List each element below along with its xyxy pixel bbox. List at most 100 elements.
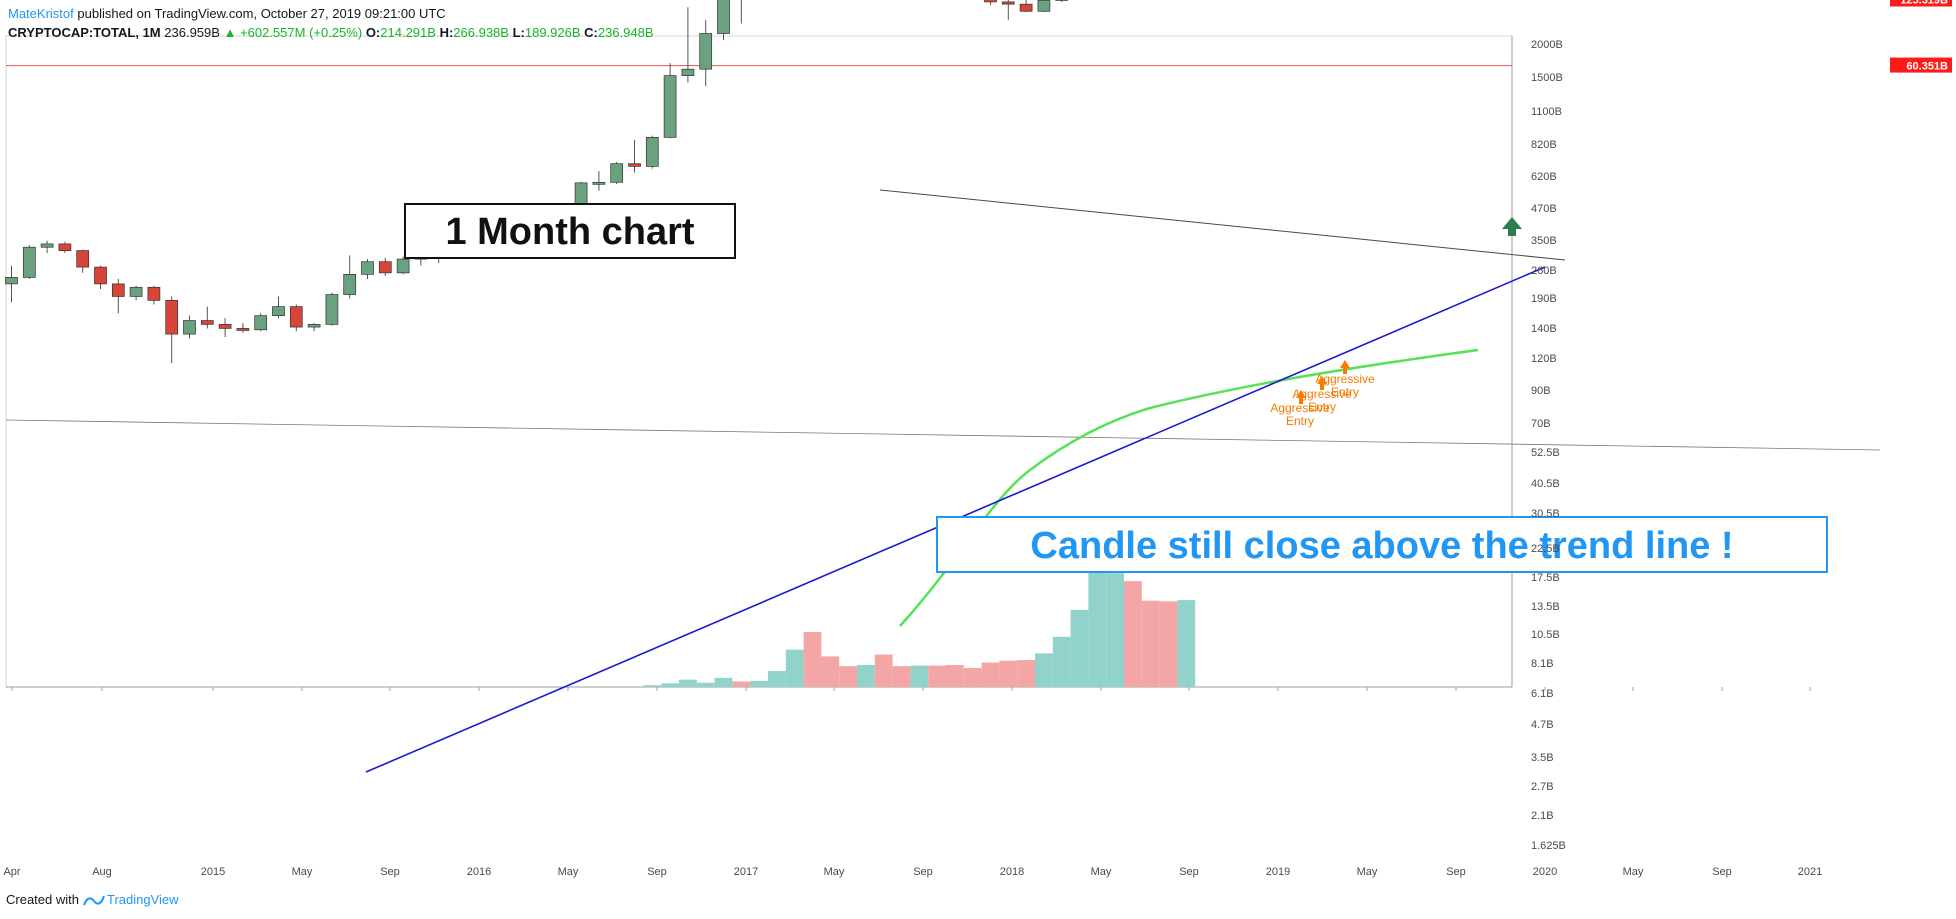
candle-body	[681, 68, 695, 76]
x-tick-label: May	[558, 866, 579, 878]
volume-bar	[679, 679, 697, 687]
volume-bar	[1159, 601, 1178, 687]
annotation-frame	[936, 516, 1828, 573]
entry-arrow-icon	[1340, 360, 1350, 374]
x-tick-label: 2015	[201, 866, 225, 878]
x-tick-label: May	[292, 866, 313, 878]
chart-title-box: 1 Month chart	[404, 203, 736, 259]
ohlc-line: CRYPTOCAP:TOTAL, 1M 236.959B ▲ +602.557M…	[8, 23, 654, 42]
high-label: H:	[439, 25, 454, 40]
y-tick-label: 470B	[1531, 203, 1557, 215]
x-tick-label: 2018	[1000, 866, 1024, 878]
volume-bar	[714, 677, 733, 687]
footer: Created with TradingView	[6, 892, 179, 907]
open-label: O:	[365, 25, 381, 40]
y-tick-label: 17.5B	[1531, 572, 1560, 584]
entry-note: Aggressive Entry	[1270, 401, 1330, 428]
breakout-arrow-icon	[1502, 217, 1522, 236]
entry-arrow-icon	[1317, 376, 1327, 390]
y-tick-label: 2.7B	[1531, 781, 1554, 793]
volume-bar	[857, 664, 875, 687]
price-label-bg	[1890, 0, 1952, 7]
x-tick-label: Sep	[913, 866, 933, 878]
x-tick-label: Sep	[647, 866, 667, 878]
volume-bar	[1035, 653, 1053, 687]
candle-body	[343, 274, 357, 295]
volume-bar	[1052, 636, 1071, 687]
plot-frame	[5, 35, 1513, 688]
price-label: 60.351B	[1890, 57, 1952, 73]
tradingview-link[interactable]: TradingView	[83, 892, 179, 907]
candle-body	[361, 261, 374, 275]
y-tick-label: 820B	[1531, 139, 1557, 151]
candle-body	[984, 0, 997, 3]
x-tick-label: May	[1091, 866, 1112, 878]
y-tick-label: 350B	[1531, 235, 1557, 247]
candle-body	[663, 75, 677, 138]
created-with-text: Created with	[6, 892, 79, 907]
y-tick-label: 140B	[1531, 323, 1557, 335]
chart-title-frame	[404, 203, 736, 259]
chart-title: 1 Month chart	[445, 211, 694, 253]
y-tick-label: 40.5B	[1531, 478, 1560, 490]
y-tick-label: 8.1B	[1531, 658, 1554, 670]
volume-bar	[1088, 562, 1107, 687]
candle-body	[396, 258, 410, 274]
volume-bar	[999, 660, 1018, 687]
annotation-text: Candle still close above the trend line …	[1030, 525, 1733, 567]
x-tick-label: Sep	[380, 866, 400, 878]
candle-body	[610, 163, 624, 183]
y-tick-label: 22.5B	[1531, 543, 1560, 555]
close-label: C:	[584, 25, 598, 40]
y-tick-label: 190B	[1531, 293, 1557, 305]
resistance-line	[879, 189, 1566, 261]
last-price: 236.959B	[164, 25, 220, 40]
candle-body	[58, 243, 72, 251]
candle-body	[645, 136, 659, 167]
volume-bar	[696, 682, 715, 687]
author-link[interactable]: MateKristof	[8, 6, 74, 21]
candle-body	[76, 250, 90, 268]
candle-body	[325, 294, 339, 325]
y-tick-label: 4.7B	[1531, 719, 1554, 731]
y-tick-label: 90B	[1531, 385, 1551, 397]
volume-bar	[768, 671, 786, 687]
x-tick-label: 2019	[1266, 866, 1290, 878]
candle-body	[1037, 0, 1051, 12]
volume-bar	[910, 665, 929, 687]
y-tick-label: 1.625B	[1531, 840, 1566, 852]
volume-bar	[821, 656, 840, 687]
long-term-line	[5, 419, 1881, 451]
price-label-text: 125.319B	[1900, 0, 1948, 6]
publish-line: MateKristof published on TradingView.com…	[8, 4, 654, 23]
y-tick-label: 1500B	[1531, 72, 1563, 84]
volume-bar	[661, 683, 679, 687]
volume-bar	[750, 680, 768, 687]
x-tick-label: Apr	[3, 866, 20, 878]
y-tick-label: 52.5B	[1531, 447, 1560, 459]
entry-note-line: Aggressive	[1315, 372, 1375, 386]
x-tick-label: Sep	[1179, 866, 1199, 878]
volume-bar	[963, 668, 982, 687]
entry-note-line: Entry	[1286, 414, 1314, 428]
x-tick-label: 2020	[1533, 866, 1557, 878]
symbol-label[interactable]: CRYPTOCAP:TOTAL, 1M	[8, 25, 161, 40]
x-tick-label: Sep	[1446, 866, 1466, 878]
entry-note-line: Aggressive	[1292, 387, 1352, 401]
candle-body	[183, 320, 196, 335]
x-tick-label: 2017	[734, 866, 758, 878]
high-value: 266.938B	[453, 25, 509, 40]
candle-body	[272, 306, 285, 317]
candle-body	[40, 243, 54, 248]
volume-bar	[1177, 600, 1196, 687]
candle-body	[147, 286, 161, 301]
candle-body	[22, 246, 36, 278]
x-tick-label: May	[1623, 866, 1644, 878]
volume-bar	[1106, 573, 1124, 687]
candle-body	[1001, 1, 1015, 5]
candle-body	[717, 0, 730, 34]
candle-body	[5, 277, 18, 285]
y-tick-label: 10.5B	[1531, 629, 1560, 641]
y-tick-label: 260B	[1531, 265, 1557, 277]
